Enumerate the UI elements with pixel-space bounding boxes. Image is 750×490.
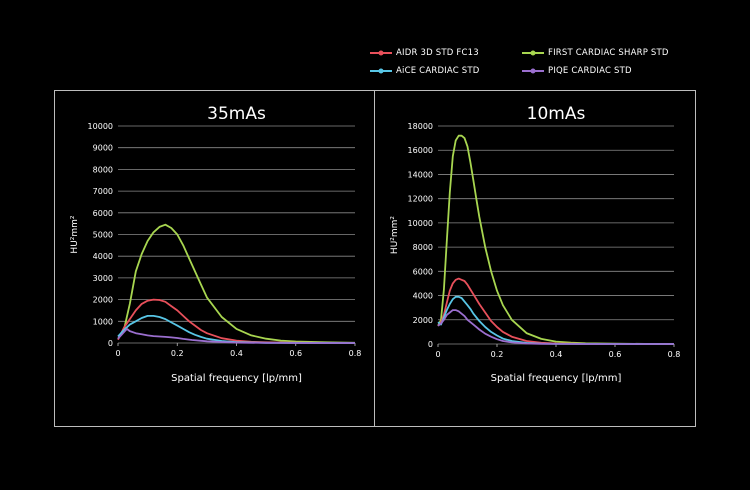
series-line bbox=[437, 134, 674, 345]
y-tick-label: 5000 bbox=[93, 231, 113, 240]
x-axis-label: Spatial frequency [lp/mm] bbox=[491, 373, 622, 384]
x-tick-label: 0.6 bbox=[609, 350, 622, 359]
y-tick-label: 10000 bbox=[408, 219, 433, 228]
chart-title: 10mAs bbox=[527, 104, 586, 124]
x-tick-label: 0.8 bbox=[668, 350, 681, 359]
x-tick-label: 0.2 bbox=[491, 350, 504, 359]
y-axis-label: HU²mm² bbox=[70, 215, 80, 253]
x-tick-label: 0 bbox=[115, 349, 120, 358]
legend-swatch bbox=[522, 68, 544, 74]
y-tick-label: 7000 bbox=[93, 187, 113, 196]
y-tick-label: 1000 bbox=[93, 317, 113, 326]
legend-swatch bbox=[370, 68, 392, 74]
series-line bbox=[117, 223, 356, 344]
y-tick-label: 10000 bbox=[88, 122, 113, 131]
chart-title: 35mAs bbox=[207, 104, 266, 124]
legend-item: AiCE CARDIAC STD bbox=[370, 66, 480, 76]
y-tick-label: 9000 bbox=[93, 144, 113, 153]
y-tick-label: 3000 bbox=[93, 274, 113, 283]
x-axis-label: Spatial frequency [lp/mm] bbox=[171, 373, 302, 384]
x-tick-label: 0.4 bbox=[550, 350, 563, 359]
chart-legend: AIDR 3D STD FC13 FIRST CARDIAC SHARP STD… bbox=[370, 48, 690, 84]
series-line bbox=[437, 309, 674, 345]
y-tick-label: 8000 bbox=[93, 165, 113, 174]
panel-divider bbox=[374, 91, 375, 426]
x-tick-label: 0.2 bbox=[171, 349, 184, 358]
legend-label: AiCE CARDIAC STD bbox=[396, 66, 480, 76]
legend-swatch bbox=[370, 50, 392, 56]
series-line bbox=[437, 277, 675, 345]
y-tick-label: 2000 bbox=[93, 296, 113, 305]
chart-panels: 35mAs 0 1000 2000 3000 4000 5000 6000 7000 8000 90… bbox=[54, 90, 696, 427]
x-tick-label: 0.8 bbox=[349, 349, 362, 358]
legend-item: PIQE CARDIAC STD bbox=[522, 66, 632, 76]
x-tick-label: 0.6 bbox=[289, 349, 302, 358]
y-tick-label: 0 bbox=[428, 340, 433, 349]
series-line bbox=[117, 327, 355, 344]
legend-label: PIQE CARDIAC STD bbox=[548, 66, 632, 76]
y-tick-label: 4000 bbox=[93, 252, 113, 261]
y-tick-label: 2000 bbox=[413, 316, 433, 325]
y-tick-label: 6000 bbox=[413, 267, 433, 276]
legend-swatch bbox=[522, 50, 544, 56]
y-tick-label: 6000 bbox=[93, 209, 113, 218]
y-tick-label: 18000 bbox=[408, 122, 433, 131]
legend-item: AIDR 3D STD FC13 bbox=[370, 48, 479, 58]
x-tick-label: 0.4 bbox=[230, 349, 243, 358]
legend-label: AIDR 3D STD FC13 bbox=[396, 48, 479, 58]
y-tick-label: 16000 bbox=[408, 146, 433, 155]
chart-panel-10mAs: 10mAs 0 2000 4000 6000 8000 10000 12000 14000 160… bbox=[390, 104, 681, 384]
legend-label: FIRST CARDIAC SHARP STD bbox=[548, 48, 669, 58]
chart-panel-35mAs: 35mAs 0 1000 2000 3000 4000 5000 6000 7000 8000 90… bbox=[70, 104, 362, 384]
y-tick-label: 4000 bbox=[413, 292, 433, 301]
y-tick-label: 14000 bbox=[408, 170, 433, 179]
y-tick-label: 8000 bbox=[413, 243, 433, 252]
y-tick-label: 12000 bbox=[408, 195, 433, 204]
y-axis-label: HU²mm² bbox=[390, 216, 400, 254]
x-tick-label: 0 bbox=[435, 350, 440, 359]
series-line bbox=[437, 295, 675, 345]
legend-item: FIRST CARDIAC SHARP STD bbox=[522, 48, 669, 58]
y-tick-label: 0 bbox=[108, 339, 113, 348]
